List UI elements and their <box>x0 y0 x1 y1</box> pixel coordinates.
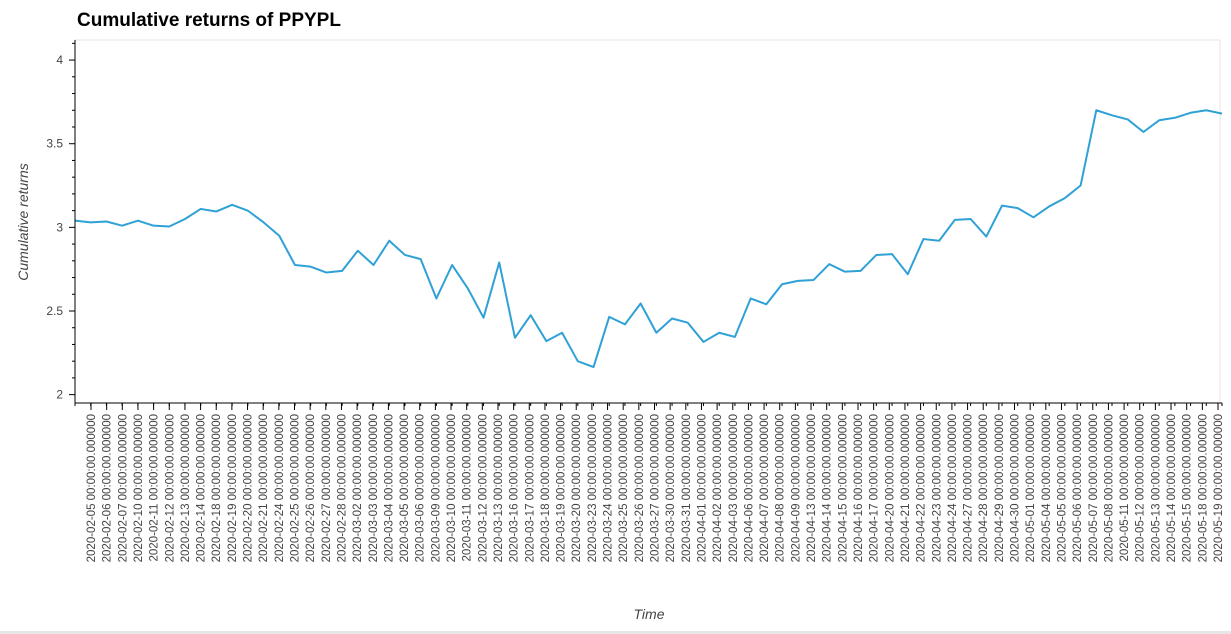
x-tick-label: 2020-03-20 00:00:00.000000 <box>571 414 583 562</box>
x-tick-label: 2020-03-13 00:00:00.000000 <box>493 414 505 562</box>
x-tick-label: 2020-04-08 00:00:00.000000 <box>775 414 787 562</box>
x-tick-label: 2020-05-01 00:00:00.000000 <box>1025 414 1037 562</box>
x-tick-label: 2020-05-19 00:00:00.000000 <box>1213 414 1225 562</box>
y-tick-label: 2.5 <box>46 304 63 318</box>
x-tick-label: 2020-05-18 00:00:00.000000 <box>1197 414 1209 562</box>
x-tick-label: 2020-03-24 00:00:00.000000 <box>603 414 615 562</box>
x-tick-label: 2020-04-16 00:00:00.000000 <box>853 414 865 562</box>
x-tick-label: 2020-04-13 00:00:00.000000 <box>806 414 818 562</box>
x-tick-label: 2020-02-19 00:00:00.000000 <box>227 414 239 562</box>
x-tick-label: 2020-04-21 00:00:00.000000 <box>900 414 912 562</box>
x-tick-label: 2020-04-20 00:00:00.000000 <box>884 414 896 562</box>
x-tick-label: 2020-05-04 00:00:00.000000 <box>1041 414 1053 562</box>
series-line <box>74 109 1223 369</box>
x-tick-label: 2020-02-12 00:00:00.000000 <box>164 414 176 562</box>
x-tick-label: 2020-02-18 00:00:00.000000 <box>211 414 223 562</box>
x-tick-label: 2020-04-14 00:00:00.000000 <box>822 414 834 562</box>
x-tick-label: 2020-02-21 00:00:00.000000 <box>258 414 270 562</box>
x-tick-label: 2020-04-27 00:00:00.000000 <box>963 414 975 562</box>
y-tick-label: 3.5 <box>46 137 63 151</box>
x-tick-label: 2020-03-09 00:00:00.000000 <box>430 414 442 562</box>
x-tick-label: 2020-04-15 00:00:00.000000 <box>837 414 849 562</box>
x-tick-label: 2020-03-12 00:00:00.000000 <box>477 414 489 562</box>
plot-area <box>74 39 1221 404</box>
x-tick-label: 2020-02-05 00:00:00.000000 <box>86 414 98 562</box>
x-tick-label: 2020-04-01 00:00:00.000000 <box>696 414 708 562</box>
x-tick-label: 2020-05-15 00:00:00.000000 <box>1182 414 1194 562</box>
x-tick-label: 2020-03-04 00:00:00.000000 <box>383 414 395 562</box>
x-tick-label: 2020-02-28 00:00:00.000000 <box>336 414 348 562</box>
chart-title: Cumulative returns of PPYPL <box>77 10 341 31</box>
x-tick-label: 2020-05-11 00:00:00.000000 <box>1119 414 1131 562</box>
y-axis-title: Cumulative returns <box>15 163 31 281</box>
x-tick-label: 2020-02-24 00:00:00.000000 <box>274 414 286 562</box>
x-tick-label: 2020-03-02 00:00:00.000000 <box>352 414 364 562</box>
x-tick-label: 2020-03-30 00:00:00.000000 <box>665 414 677 562</box>
x-tick-label: 2020-05-07 00:00:00.000000 <box>1088 414 1100 562</box>
x-tick-label: 2020-03-19 00:00:00.000000 <box>556 414 568 562</box>
x-tick-label: 2020-05-14 00:00:00.000000 <box>1166 414 1178 562</box>
x-tick-label: 2020-04-07 00:00:00.000000 <box>759 414 771 562</box>
x-tick-label: 2020-02-06 00:00:00.000000 <box>102 414 114 562</box>
x-tick-label: 2020-05-13 00:00:00.000000 <box>1150 414 1162 562</box>
x-tick-label: 2020-02-07 00:00:00.000000 <box>117 414 129 562</box>
x-tick-label: 2020-03-11 00:00:00.000000 <box>462 414 474 562</box>
x-tick-label: 2020-04-02 00:00:00.000000 <box>712 414 724 562</box>
x-tick-label: 2020-02-20 00:00:00.000000 <box>243 414 255 562</box>
x-tick-label: 2020-03-23 00:00:00.000000 <box>587 414 599 562</box>
x-tick-label: 2020-03-18 00:00:00.000000 <box>540 414 552 562</box>
y-tick-label: 4 <box>56 53 63 67</box>
x-tick-label: 2020-04-29 00:00:00.000000 <box>994 414 1006 562</box>
x-tick-label: 2020-02-11 00:00:00.000000 <box>149 414 161 562</box>
x-tick-label: 2020-05-05 00:00:00.000000 <box>1056 414 1068 562</box>
x-axis-title: Time <box>634 606 665 622</box>
y-tick-label: 3 <box>56 220 63 234</box>
x-tick-label: 2020-03-16 00:00:00.000000 <box>509 414 521 562</box>
x-tick-label: 2020-05-06 00:00:00.000000 <box>1072 414 1084 562</box>
x-tick-label: 2020-02-25 00:00:00.000000 <box>289 414 301 562</box>
x-tick-label: 2020-04-09 00:00:00.000000 <box>790 414 802 562</box>
x-tick-label: 2020-04-06 00:00:00.000000 <box>743 414 755 562</box>
x-tick-label: 2020-02-10 00:00:00.000000 <box>133 414 145 562</box>
x-tick-label: 2020-03-25 00:00:00.000000 <box>618 414 630 562</box>
x-tick-label: 2020-04-03 00:00:00.000000 <box>728 414 740 562</box>
x-tick-label: 2020-03-26 00:00:00.000000 <box>634 414 646 562</box>
x-tick-label: 2020-04-24 00:00:00.000000 <box>947 414 959 562</box>
x-tick-label: 2020-03-10 00:00:00.000000 <box>446 414 458 562</box>
x-tick-label: 2020-02-14 00:00:00.000000 <box>196 414 208 562</box>
x-tick-label: 2020-04-17 00:00:00.000000 <box>869 414 881 562</box>
x-tick-label: 2020-04-22 00:00:00.000000 <box>916 414 928 562</box>
x-tick-label: 2020-03-27 00:00:00.000000 <box>650 414 662 562</box>
x-tick-label: 2020-02-27 00:00:00.000000 <box>321 414 333 562</box>
x-tick-label: 2020-03-17 00:00:00.000000 <box>524 414 536 562</box>
x-tick-label: 2020-02-26 00:00:00.000000 <box>305 414 317 562</box>
x-tick-label: 2020-04-28 00:00:00.000000 <box>978 414 990 562</box>
x-tick-label: 2020-03-31 00:00:00.000000 <box>681 414 693 562</box>
y-tick-label: 2 <box>56 388 63 402</box>
x-tick-label: 2020-02-13 00:00:00.000000 <box>180 414 192 562</box>
x-tick-label: 2020-04-23 00:00:00.000000 <box>931 414 943 562</box>
bottom-divider <box>0 631 1231 634</box>
x-tick-label: 2020-04-30 00:00:00.000000 <box>1010 414 1022 562</box>
x-tick-label: 2020-05-08 00:00:00.000000 <box>1103 414 1115 562</box>
x-tick-label: 2020-05-12 00:00:00.000000 <box>1135 414 1147 562</box>
x-tick-label: 2020-03-03 00:00:00.000000 <box>368 414 380 562</box>
x-tick-label: 2020-03-06 00:00:00.000000 <box>415 414 427 562</box>
x-tick-label: 2020-03-05 00:00:00.000000 <box>399 414 411 562</box>
